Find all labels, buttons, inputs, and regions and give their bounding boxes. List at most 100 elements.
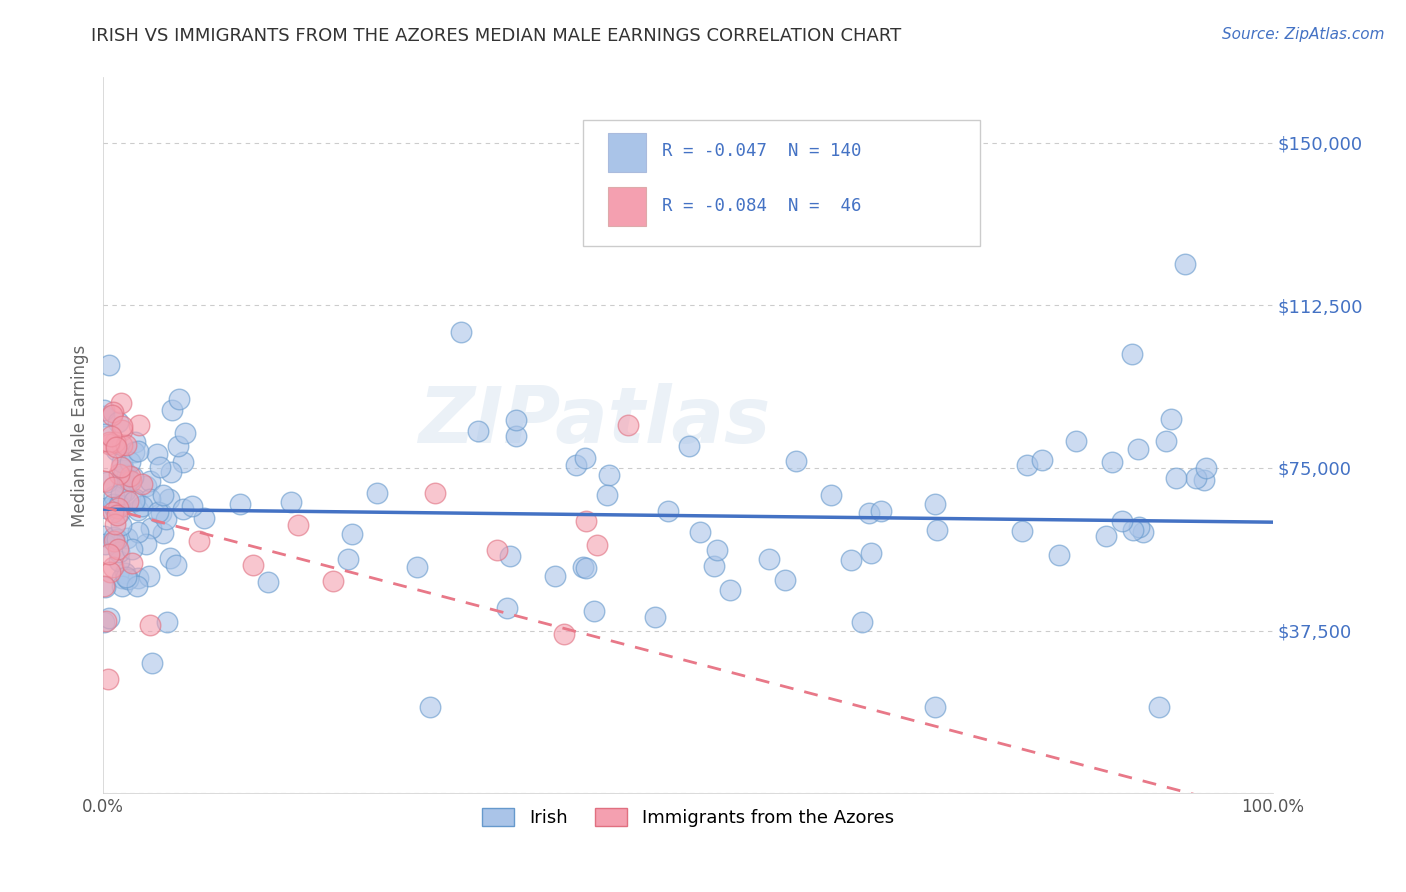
Point — [689, 524, 711, 539]
Point — [159, 465, 181, 479]
Point — [544, 569, 567, 583]
Point — [553, 627, 575, 641]
Point — [1128, 520, 1150, 534]
Point — [105, 508, 128, 523]
Point — [565, 458, 588, 472]
Point — [1194, 473, 1216, 487]
Point — [617, 418, 640, 433]
Point — [98, 565, 121, 579]
Point — [575, 514, 598, 528]
Point — [419, 699, 441, 714]
Point — [108, 554, 131, 568]
Point — [858, 506, 880, 520]
Point — [103, 496, 125, 510]
Point — [242, 558, 264, 572]
Point — [172, 455, 194, 469]
Point — [114, 483, 136, 498]
Point — [1164, 471, 1187, 485]
Point — [1095, 529, 1118, 543]
Point — [1111, 515, 1133, 529]
Point — [167, 392, 190, 407]
Point — [93, 529, 115, 543]
Point — [582, 604, 605, 618]
Point — [93, 579, 115, 593]
Point — [111, 437, 134, 451]
Point — [117, 473, 139, 487]
Point — [574, 451, 596, 466]
Point — [94, 536, 117, 550]
Point — [127, 524, 149, 539]
Point — [1154, 434, 1177, 449]
Point — [869, 504, 891, 518]
Point — [96, 614, 118, 628]
Point — [172, 502, 194, 516]
Point — [103, 533, 125, 548]
Point — [110, 517, 132, 532]
Point — [167, 439, 190, 453]
Point — [103, 534, 125, 549]
Point — [103, 500, 125, 514]
Point — [758, 551, 780, 566]
Text: ZIPatlas: ZIPatlas — [418, 383, 770, 459]
Point — [125, 579, 148, 593]
Point — [105, 443, 128, 458]
Point — [138, 569, 160, 583]
Point — [111, 571, 134, 585]
Point — [139, 474, 162, 488]
Point — [111, 419, 134, 434]
Point — [121, 541, 143, 556]
Point — [193, 510, 215, 524]
Point — [644, 610, 666, 624]
Point — [450, 325, 472, 339]
Point — [924, 699, 946, 714]
Point — [366, 486, 388, 500]
Point — [131, 500, 153, 514]
Point — [156, 615, 179, 630]
Point — [157, 491, 180, 506]
Point — [110, 396, 132, 410]
Point — [108, 545, 131, 559]
Text: IRISH VS IMMIGRANTS FROM THE AZORES MEDIAN MALE EARNINGS CORRELATION CHART: IRISH VS IMMIGRANTS FROM THE AZORES MEDI… — [91, 27, 901, 45]
Point — [139, 521, 162, 535]
Point — [117, 572, 139, 586]
Point — [159, 551, 181, 566]
Point — [859, 546, 882, 560]
Point — [97, 547, 120, 561]
Point — [839, 553, 862, 567]
Point — [1149, 699, 1171, 714]
Point — [146, 447, 169, 461]
Point — [1195, 461, 1218, 475]
Point — [851, 615, 873, 629]
Point — [1015, 458, 1038, 472]
Text: R = -0.084  N =  46: R = -0.084 N = 46 — [662, 197, 862, 215]
Point — [927, 523, 949, 537]
Point — [187, 534, 209, 549]
Point — [120, 474, 142, 488]
Point — [111, 455, 134, 469]
Point — [773, 573, 796, 587]
Point — [336, 552, 359, 566]
Point — [93, 615, 115, 629]
Point — [505, 429, 527, 443]
Y-axis label: Median Male Earnings: Median Male Earnings — [72, 344, 89, 526]
Point — [820, 488, 842, 502]
Point — [149, 506, 172, 520]
Point — [107, 415, 129, 429]
FancyBboxPatch shape — [609, 133, 645, 172]
Point — [111, 579, 134, 593]
Point — [112, 463, 135, 477]
Point — [120, 455, 142, 469]
Point — [1031, 453, 1053, 467]
Point — [131, 476, 153, 491]
Point — [96, 454, 118, 468]
Point — [100, 429, 122, 443]
Point — [657, 504, 679, 518]
Point — [141, 656, 163, 670]
Point — [127, 571, 149, 585]
Point — [98, 358, 121, 372]
Point — [1047, 548, 1070, 562]
Point — [1121, 347, 1143, 361]
Point — [785, 454, 807, 468]
Point — [115, 532, 138, 546]
Text: R = -0.047  N = 140: R = -0.047 N = 140 — [662, 142, 862, 161]
